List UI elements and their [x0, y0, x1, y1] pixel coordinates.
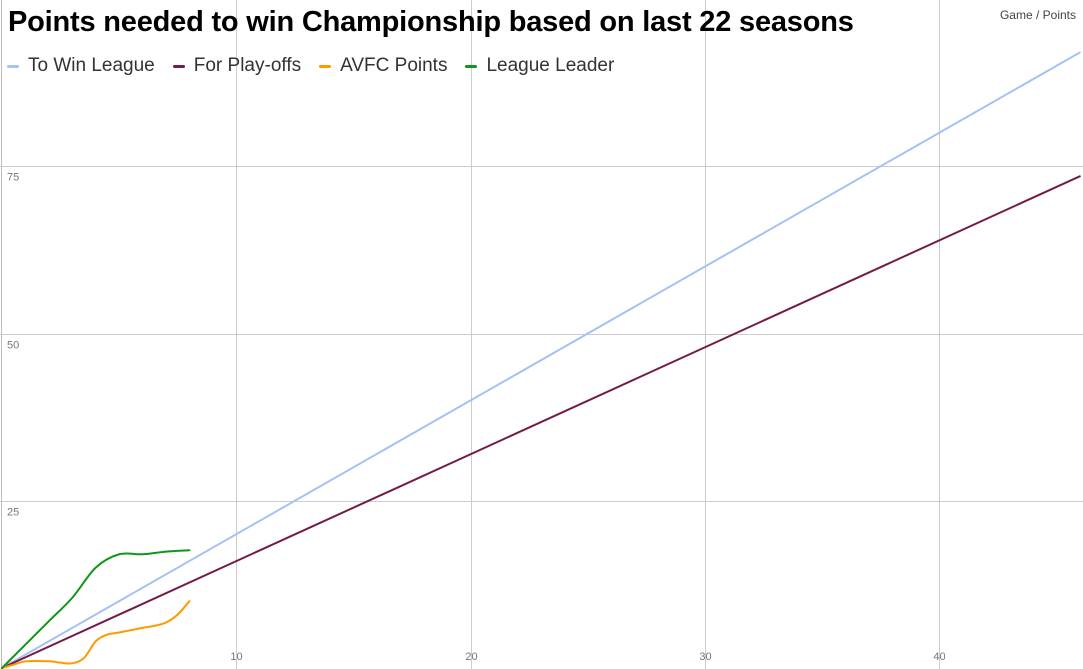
legend-label: League Leader	[486, 55, 615, 76]
chart-title: Points needed to win Championship based …	[8, 6, 854, 38]
legend-swatch-avfc-points	[319, 64, 332, 68]
axis-tick-labels: 10 20 30 40 25 50 75	[7, 172, 946, 664]
legend-label: For Play-offs	[193, 55, 302, 76]
legend-item-avfc-points[interactable]: AVFC Points	[319, 55, 447, 77]
x-tick-label: 30	[699, 651, 711, 663]
legend-swatch-to-win-league	[7, 64, 19, 68]
legend-item-to-win-league[interactable]: To Win League	[7, 55, 155, 77]
series-lines	[1, 51, 1081, 669]
legend: To Win League For Play-offs AVFC Points …	[7, 55, 614, 77]
legend-swatch-league-leader	[465, 64, 478, 68]
series-line-avfc-points	[1, 600, 191, 669]
y-tick-label: 50	[7, 340, 19, 352]
x-tick-label: 10	[230, 651, 242, 663]
legend-item-for-play-offs[interactable]: For Play-offs	[172, 55, 302, 77]
x-tick-label: 20	[465, 651, 477, 663]
x-tick-label: 40	[933, 651, 945, 663]
legend-label: To Win League	[28, 55, 155, 76]
legend-item-league-leader[interactable]: League Leader	[465, 55, 614, 77]
axis-note: Game / Points	[999, 8, 1076, 22]
legend-label: AVFC Points	[340, 55, 448, 76]
series-line-to-win-league	[1, 51, 1081, 669]
y-tick-label: 25	[7, 507, 19, 519]
legend-swatch-for-play-offs	[172, 64, 185, 68]
y-tick-label: 75	[7, 172, 19, 184]
series-line-league-leader	[1, 549, 191, 669]
series-line-for-play-offs	[1, 175, 1081, 669]
